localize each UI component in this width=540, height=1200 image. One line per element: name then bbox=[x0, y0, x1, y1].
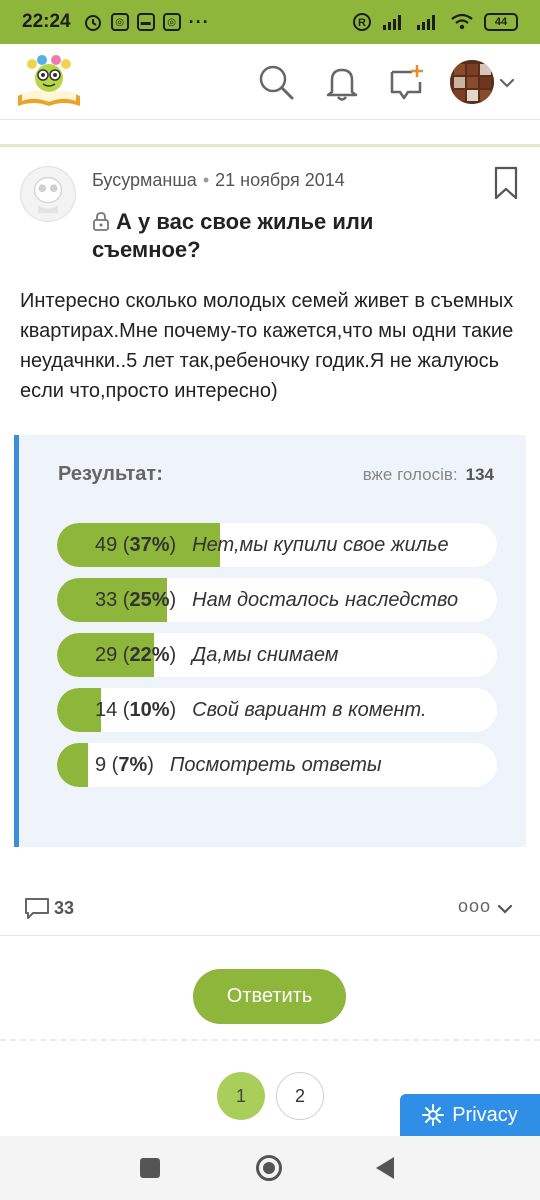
app-header bbox=[0, 44, 540, 120]
instagram-icon-2: ◎ bbox=[162, 13, 181, 31]
more-options-icon[interactable]: ooo bbox=[458, 896, 492, 916]
poll-votes: вже голосів: 134 bbox=[363, 465, 494, 485]
poll-option-count: 33 (25%) bbox=[95, 588, 177, 611]
poll-option-percent: 25% bbox=[129, 588, 170, 611]
chevron-down-icon[interactable] bbox=[496, 900, 514, 918]
post-date: 21 ноября 2014 bbox=[215, 170, 345, 190]
post-title-text: А у вас свое жилье или съемное? bbox=[92, 209, 374, 262]
author-line: Бусурманша • 21 ноября 2014 bbox=[92, 170, 345, 191]
poll-option-votes: 33 bbox=[95, 588, 118, 611]
page-2-button[interactable]: 2 bbox=[276, 1072, 324, 1120]
comment-count: 33 bbox=[54, 897, 75, 918]
more-notifications-icon: ··· bbox=[188, 11, 210, 32]
app-notification-icon: ▬ bbox=[136, 13, 155, 31]
poll-option-count: 9 (7%) bbox=[95, 753, 154, 776]
poll-result-label: Результат: bbox=[58, 463, 163, 485]
poll-option-text: 14 (10%) Свой вариант в комент. bbox=[95, 688, 427, 732]
header-divider bbox=[0, 121, 540, 147]
poll-option-percent: 37% bbox=[129, 533, 170, 556]
comments-button[interactable]: 33 bbox=[24, 896, 74, 920]
poll-option-text: 49 (37%) Нет,мы купили свое жилье bbox=[95, 523, 449, 567]
signal-icon-2 bbox=[417, 15, 435, 30]
poll-option-percent: 10% bbox=[129, 698, 170, 721]
poll-option-count: 49 (37%) bbox=[95, 533, 177, 556]
poll-option-label: Нам досталось наследство bbox=[192, 588, 459, 611]
reply-section: Ответить bbox=[0, 937, 540, 1041]
poll-option-bar bbox=[57, 743, 88, 787]
poll-option-label: Свой вариант в комент. bbox=[192, 698, 427, 721]
reply-button[interactable]: Ответить bbox=[193, 969, 346, 1024]
home-button[interactable] bbox=[256, 1155, 282, 1181]
instagram-icon: ◎ bbox=[110, 13, 129, 31]
chevron-down-icon[interactable] bbox=[498, 74, 516, 92]
back-button[interactable] bbox=[376, 1157, 394, 1179]
poll-option-votes: 14 bbox=[95, 698, 118, 721]
poll-option-text: 29 (22%) Да,мы снимаем bbox=[95, 633, 339, 677]
bell-icon[interactable] bbox=[322, 62, 362, 102]
poll-option-4[interactable]: 14 (10%) Свой вариант в комент. bbox=[57, 688, 497, 732]
search-icon[interactable] bbox=[256, 62, 296, 102]
poll-option-votes: 49 bbox=[95, 533, 118, 556]
privacy-label: Privacy bbox=[452, 1103, 518, 1126]
status-notification-icons: ◎ ▬ ◎ ··· bbox=[83, 12, 210, 33]
poll-option-percent: 22% bbox=[129, 643, 170, 666]
poll-option-label: Да,мы снимаем bbox=[192, 643, 339, 666]
poll-votes-total: 134 bbox=[465, 465, 494, 484]
lock-icon bbox=[93, 212, 109, 231]
post-actions-bar: 33 ooo bbox=[0, 880, 540, 936]
poll-option-5[interactable]: 9 (7%) Посмотреть ответы bbox=[57, 743, 497, 787]
user-avatar[interactable] bbox=[450, 60, 494, 104]
status-bar: 22:24 ◎ ▬ ◎ ··· R 44 bbox=[0, 0, 540, 44]
poll-option-count: 29 (22%) bbox=[95, 643, 177, 666]
book-mascot-logo[interactable] bbox=[16, 54, 82, 110]
author-avatar[interactable] bbox=[20, 166, 76, 222]
wifi-icon bbox=[451, 13, 473, 30]
poll-option-label: Нет,мы купили свое жилье bbox=[192, 533, 449, 556]
poll-option-label: Посмотреть ответы bbox=[169, 753, 382, 776]
bookmark-icon[interactable] bbox=[494, 166, 518, 200]
poll-option-3[interactable]: 29 (22%) Да,мы снимаем bbox=[57, 633, 497, 677]
svg-text:R: R bbox=[358, 17, 366, 29]
post-title: А у вас свое жилье или съемное? bbox=[92, 208, 452, 264]
comment-icon bbox=[25, 898, 49, 919]
post-body: Интересно сколько молодых семей живет в … bbox=[20, 290, 514, 402]
status-system-icons: R 44 bbox=[352, 12, 518, 32]
poll-option-text: 33 (25%) Нам досталось наследство bbox=[95, 578, 458, 622]
poll-option-bar bbox=[57, 633, 154, 677]
chat-plus-icon[interactable] bbox=[386, 62, 426, 102]
meta-separator: • bbox=[202, 170, 210, 190]
page-1-button[interactable]: 1 bbox=[217, 1072, 265, 1120]
poll-option-votes: 9 bbox=[95, 753, 107, 776]
poll-box: Результат: вже голосів: 134 49 (37%) Нет,м… bbox=[14, 435, 526, 847]
poll-option-bar bbox=[57, 578, 167, 622]
poll-option-2[interactable]: 33 (25%) Нам досталось наследство bbox=[57, 578, 497, 622]
system-nav-bar bbox=[0, 1136, 540, 1200]
poll-option-1[interactable]: 49 (37%) Нет,мы купили свое жилье bbox=[57, 523, 497, 567]
author-name[interactable]: Бусурманша bbox=[92, 170, 197, 190]
signal-icon bbox=[383, 15, 401, 30]
poll-option-votes: 29 bbox=[95, 643, 118, 666]
poll-option-percent: 7% bbox=[118, 753, 148, 776]
poll-votes-label: вже голосів: bbox=[362, 465, 458, 484]
status-time: 22:24 bbox=[22, 11, 71, 32]
privacy-button[interactable]: Privacy bbox=[400, 1094, 540, 1136]
poll-option-count: 14 (10%) bbox=[95, 698, 177, 721]
poll-option-bar bbox=[57, 523, 220, 567]
recent-apps-button[interactable] bbox=[140, 1158, 160, 1178]
poll-option-text: 9 (7%) Посмотреть ответы bbox=[95, 743, 382, 787]
battery-icon: 44 bbox=[484, 13, 518, 31]
registered-icon: R bbox=[353, 13, 371, 31]
gear-icon bbox=[422, 1104, 445, 1126]
poll-option-bar bbox=[57, 688, 101, 732]
alarm-icon bbox=[84, 15, 101, 31]
